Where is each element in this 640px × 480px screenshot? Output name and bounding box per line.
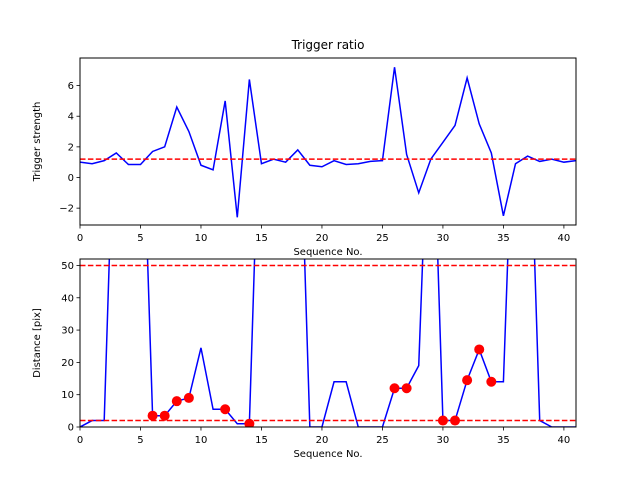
y-tick-label: 20 bbox=[61, 358, 74, 369]
x-tick-label: 20 bbox=[316, 435, 329, 446]
marker-point bbox=[220, 404, 231, 415]
axes-frame bbox=[79, 57, 577, 226]
marker-point bbox=[159, 410, 170, 421]
marker-point bbox=[244, 418, 255, 427]
y-tick-label: 40 bbox=[61, 293, 74, 304]
marker-point bbox=[183, 392, 194, 403]
marker-point bbox=[486, 376, 497, 387]
marker-point bbox=[389, 383, 400, 394]
x-tick-label: 10 bbox=[195, 435, 208, 446]
x-tick-label: 35 bbox=[497, 233, 510, 244]
y-tick-label: 30 bbox=[61, 326, 74, 337]
x-tick-label: 15 bbox=[255, 233, 268, 244]
axes-frame bbox=[79, 258, 577, 428]
marker-point bbox=[401, 383, 412, 394]
y-tick-label: 4 bbox=[68, 112, 74, 123]
x-tick-label: 30 bbox=[437, 435, 450, 446]
x-tick-label: 10 bbox=[195, 233, 208, 244]
x-tick-label: 20 bbox=[316, 233, 329, 244]
x-axis-label: Sequence No. bbox=[293, 449, 362, 460]
y-axis-label: Trigger strength bbox=[32, 102, 43, 183]
x-tick-label: 5 bbox=[137, 435, 143, 446]
y-tick-label: 10 bbox=[61, 390, 74, 401]
x-tick-label: 30 bbox=[437, 233, 450, 244]
marker-point bbox=[474, 344, 485, 355]
marker-point bbox=[462, 375, 473, 386]
x-tick-label: 0 bbox=[77, 233, 83, 244]
chart-title: Trigger ratio bbox=[291, 38, 365, 52]
y-axis-label: Distance [pix] bbox=[32, 308, 43, 378]
y-tick-label: −2 bbox=[59, 204, 74, 215]
x-tick-label: 0 bbox=[77, 435, 83, 446]
x-tick-label: 25 bbox=[376, 435, 389, 446]
x-tick-label: 40 bbox=[558, 233, 571, 244]
y-tick-label: 50 bbox=[61, 261, 74, 272]
trigger-ratio-chart: 0 5 10 15 20 25 30 35 40 −2 0 2 4 6 Sequence No. Trigge… bbox=[32, 38, 577, 258]
y-tick-label: 6 bbox=[68, 81, 74, 92]
marker-point bbox=[437, 415, 448, 426]
y-tick-label: 0 bbox=[68, 173, 74, 184]
x-axis-label: Sequence No. bbox=[293, 247, 362, 258]
marker-point bbox=[147, 410, 158, 421]
marker-point bbox=[171, 396, 182, 407]
y-tick-label: 0 bbox=[68, 423, 74, 434]
series-line-1 bbox=[80, 67, 576, 218]
x-tick-label: 25 bbox=[376, 233, 389, 244]
x-tick-label: 40 bbox=[558, 435, 571, 446]
y-tick-label: 2 bbox=[68, 142, 74, 153]
marker-point bbox=[450, 415, 461, 426]
x-tick-label: 35 bbox=[497, 435, 510, 446]
x-tick-label: 5 bbox=[137, 233, 143, 244]
x-tick-label: 15 bbox=[255, 435, 268, 446]
distance-chart: 0 5 10 15 20 25 30 35 40 0 10 20 30 40 50 Sequence No. D… bbox=[32, 258, 577, 460]
